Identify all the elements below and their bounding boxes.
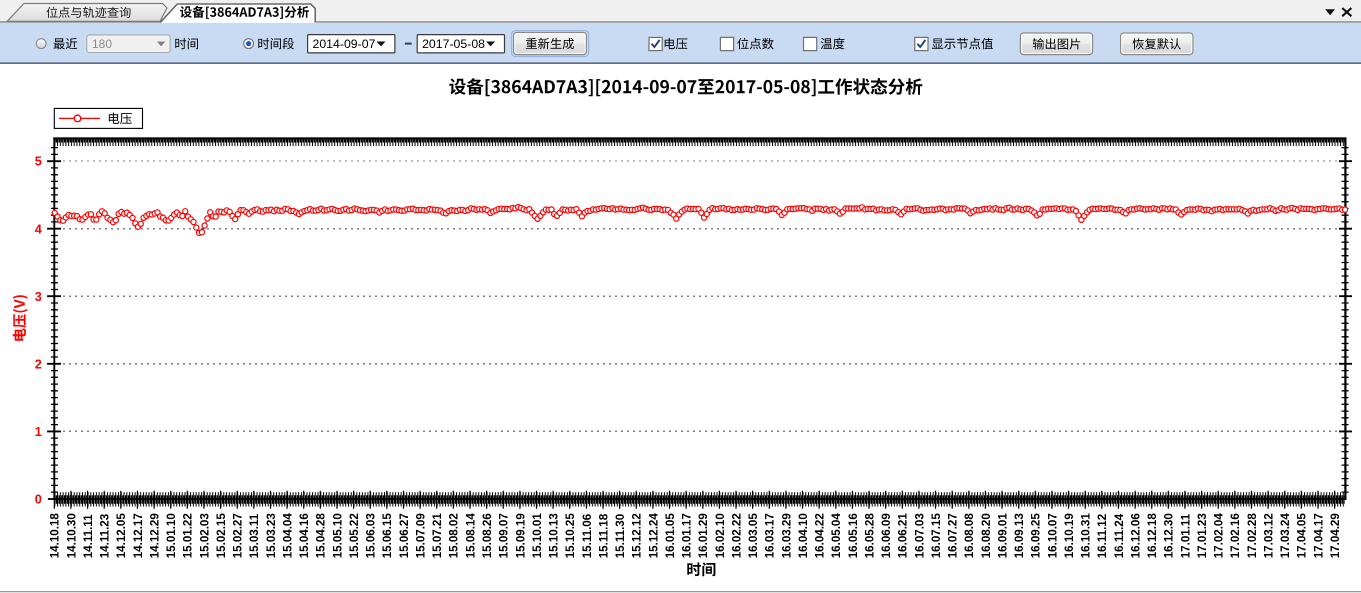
- svg-text:17.04.05: 17.04.05: [1296, 513, 1309, 559]
- svg-text:15.11.18: 15.11.18: [597, 513, 610, 558]
- svg-text:15.05.10: 15.05.10: [331, 513, 344, 558]
- svg-text:16.02.10: 16.02.10: [714, 513, 727, 558]
- svg-text:17.02.28: 17.02.28: [1246, 513, 1259, 559]
- svg-text:15.04.28: 15.04.28: [315, 513, 328, 559]
- svg-text:16.05.04: 16.05.04: [830, 513, 843, 559]
- svg-text:3: 3: [35, 290, 42, 304]
- svg-text:17.02.04: 17.02.04: [1213, 513, 1226, 559]
- svg-text:2: 2: [35, 357, 42, 371]
- svg-text:15.07.09: 15.07.09: [415, 513, 428, 559]
- svg-text:16.09.13: 16.09.13: [1013, 513, 1026, 559]
- svg-text:16.07.27: 16.07.27: [947, 513, 960, 558]
- svg-text:15.01.22: 15.01.22: [182, 513, 195, 558]
- svg-text:16.03.05: 16.03.05: [747, 513, 760, 559]
- svg-text:15.11.06: 15.11.06: [581, 513, 594, 558]
- svg-text:14.12.05: 14.12.05: [115, 513, 128, 559]
- svg-text:17.04.17: 17.04.17: [1312, 513, 1325, 558]
- svg-text:17.03.24: 17.03.24: [1279, 513, 1292, 559]
- svg-text:16.03.17: 16.03.17: [764, 513, 777, 558]
- svg-text:15.07.21: 15.07.21: [431, 513, 444, 559]
- svg-text:16.05.28: 16.05.28: [863, 513, 876, 559]
- svg-text:15.09.19: 15.09.19: [514, 513, 527, 559]
- svg-text:16.12.18: 16.12.18: [1146, 513, 1159, 559]
- svg-text:15.06.15: 15.06.15: [381, 513, 394, 559]
- svg-text:16.10.07: 16.10.07: [1046, 513, 1059, 558]
- svg-text:15.06.27: 15.06.27: [398, 513, 411, 558]
- svg-text:16.05.16: 16.05.16: [847, 513, 860, 559]
- svg-text:14.12.29: 14.12.29: [149, 513, 162, 559]
- svg-text:5: 5: [35, 155, 42, 169]
- svg-text:16.07.15: 16.07.15: [930, 513, 943, 559]
- svg-text:14.11.23: 14.11.23: [99, 513, 112, 558]
- svg-text:2014-09-07: 2014-09-07: [313, 37, 376, 51]
- svg-text:2017-05-08: 2017-05-08: [422, 37, 485, 51]
- svg-text:14.12.17: 14.12.17: [132, 513, 145, 558]
- svg-text:15.02.03: 15.02.03: [198, 513, 211, 559]
- svg-text:16.12.06: 16.12.06: [1130, 513, 1143, 559]
- svg-text:15.09.07: 15.09.07: [498, 513, 511, 558]
- svg-text:16.09.01: 16.09.01: [996, 513, 1009, 559]
- svg-text:15.11.30: 15.11.30: [614, 514, 627, 559]
- svg-text:14.11.11: 14.11.11: [82, 514, 95, 558]
- svg-text:15.08.02: 15.08.02: [448, 513, 461, 558]
- svg-text:16.01.05: 16.01.05: [664, 513, 677, 559]
- svg-text:4: 4: [35, 222, 42, 236]
- svg-text:16.08.20: 16.08.20: [980, 513, 993, 558]
- svg-text:17.03.12: 17.03.12: [1263, 513, 1276, 558]
- svg-text:16.09.25: 16.09.25: [1030, 513, 1043, 559]
- svg-text:16.01.29: 16.01.29: [697, 513, 710, 559]
- svg-text:16.11.24: 16.11.24: [1113, 513, 1126, 558]
- svg-text:15.06.03: 15.06.03: [365, 513, 378, 559]
- svg-text:15.08.26: 15.08.26: [481, 513, 494, 559]
- svg-text:16.06.21: 16.06.21: [897, 513, 910, 559]
- svg-text:16.06.09: 16.06.09: [880, 513, 893, 559]
- svg-text:17.01.11: 17.01.11: [1179, 513, 1192, 558]
- svg-text:15.08.14: 15.08.14: [464, 513, 477, 559]
- svg-text:15.04.16: 15.04.16: [298, 513, 311, 559]
- svg-text:15.03.11: 15.03.11: [248, 513, 261, 558]
- svg-text:16.04.22: 16.04.22: [814, 513, 827, 558]
- svg-text:16.10.19: 16.10.19: [1063, 513, 1076, 559]
- svg-text:17.02.16: 17.02.16: [1229, 513, 1242, 559]
- svg-text:15.03.23: 15.03.23: [265, 513, 278, 559]
- svg-text:17.01.23: 17.01.23: [1196, 513, 1209, 559]
- svg-text:1: 1: [35, 425, 42, 439]
- svg-text:17.04.29: 17.04.29: [1329, 513, 1342, 559]
- svg-text:15.01.10: 15.01.10: [165, 513, 178, 558]
- svg-text:180: 180: [92, 37, 112, 51]
- svg-text:16.11.12: 16.11.12: [1096, 514, 1109, 559]
- svg-text:15.12.24: 15.12.24: [647, 513, 660, 559]
- svg-text:16.02.22: 16.02.22: [730, 513, 743, 558]
- svg-text:15.05.22: 15.05.22: [348, 513, 361, 558]
- svg-text:15.02.15: 15.02.15: [215, 513, 228, 559]
- svg-text:14.10.30: 14.10.30: [65, 513, 78, 558]
- svg-text:15.10.25: 15.10.25: [564, 513, 577, 559]
- svg-text:15.02.27: 15.02.27: [232, 513, 245, 558]
- svg-text:16.03.29: 16.03.29: [780, 513, 793, 559]
- svg-text:16.12.30: 16.12.30: [1163, 513, 1176, 558]
- svg-text:15.12.12: 15.12.12: [631, 513, 644, 558]
- svg-text:16.04.10: 16.04.10: [797, 513, 810, 558]
- svg-text:0: 0: [35, 493, 42, 507]
- svg-text:14.10.18: 14.10.18: [49, 513, 62, 559]
- svg-text:15.10.13: 15.10.13: [548, 513, 561, 559]
- svg-text:16.01.17: 16.01.17: [681, 513, 694, 558]
- svg-text:16.10.31: 16.10.31: [1080, 513, 1093, 559]
- svg-text:15.10.01: 15.10.01: [531, 513, 544, 559]
- svg-text:16.08.08: 16.08.08: [963, 513, 976, 559]
- svg-text:16.07.03: 16.07.03: [913, 513, 926, 559]
- svg-text:15.04.04: 15.04.04: [282, 513, 295, 559]
